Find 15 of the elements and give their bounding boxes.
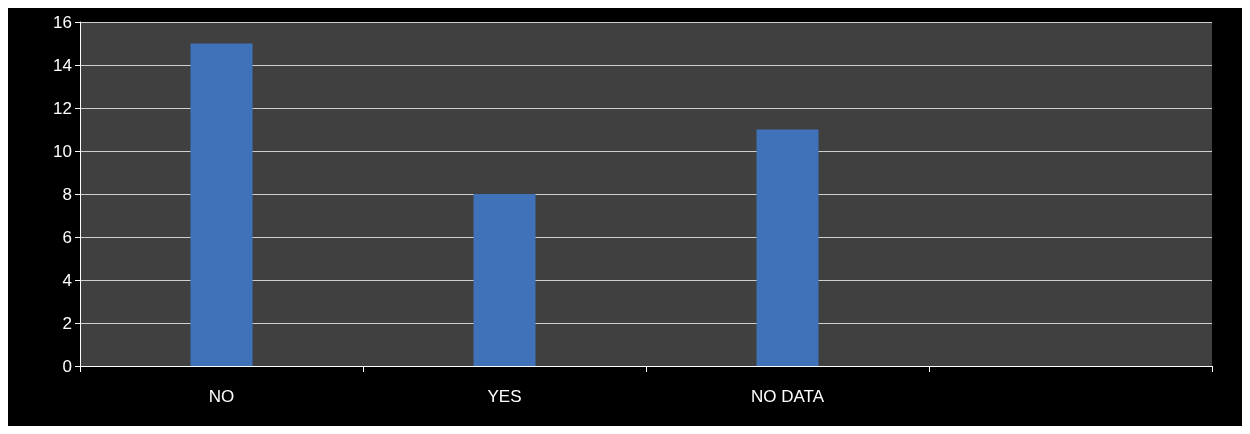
bar — [190, 43, 253, 366]
y-tick-label: 6 — [62, 227, 72, 247]
y-tick-label: 8 — [62, 184, 72, 204]
bar — [473, 194, 536, 366]
y-tick-label: 16 — [53, 12, 72, 32]
y-tick-label: 4 — [62, 270, 72, 290]
bar — [756, 129, 819, 366]
y-tick-label: 10 — [53, 141, 72, 161]
y-tick-label: 2 — [62, 313, 72, 333]
x-tick-label: NO — [208, 387, 235, 406]
y-tick-label: 0 — [62, 356, 72, 376]
x-tick-label: YES — [487, 387, 522, 406]
x-tick-label: NO DATA — [750, 387, 825, 406]
y-tick-label: 14 — [53, 55, 72, 75]
y-tick-label: 12 — [53, 98, 72, 118]
